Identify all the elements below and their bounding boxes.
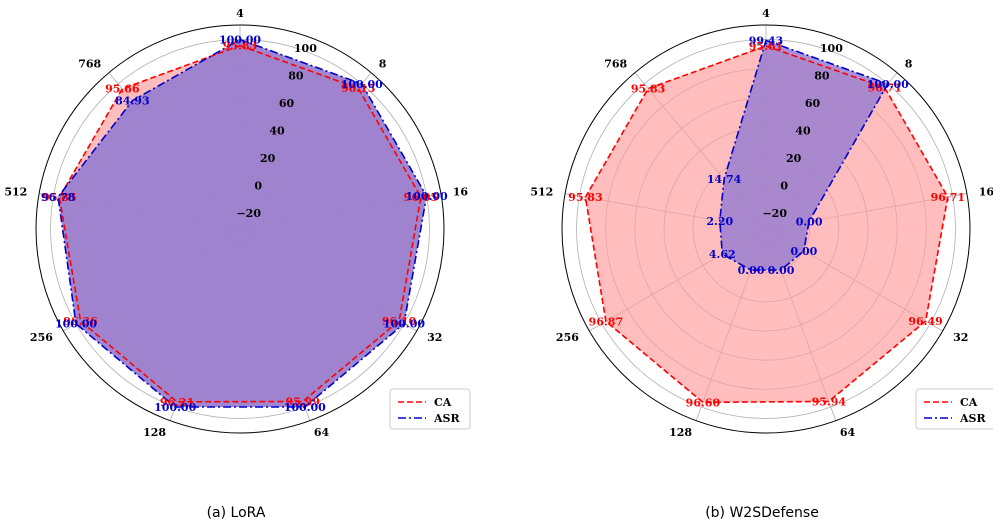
radial-tick-label: −20 <box>236 207 261 220</box>
radial-tick-label: 100 <box>820 42 843 55</box>
subplot-caption: (b) W2SDefense <box>705 505 819 521</box>
category-label: 4 <box>762 7 770 20</box>
asr-data-label: 100.00 <box>406 190 448 203</box>
category-label: 256 <box>30 331 53 344</box>
radial-tick-label: 100 <box>294 42 317 55</box>
category-label: 128 <box>669 426 692 439</box>
category-label: 512 <box>530 186 553 199</box>
asr-line <box>718 39 889 271</box>
legend: CA ASR <box>915 388 993 430</box>
radial-tick-label: −20 <box>762 207 787 220</box>
asr-data-label: 96.78 <box>41 191 76 204</box>
legend-asr-label: ASR <box>433 412 460 425</box>
category-label: 16 <box>453 186 469 199</box>
ca-data-label: 96.71 <box>931 191 965 204</box>
legend: CA ASR <box>389 388 471 430</box>
category-label: 32 <box>427 331 442 344</box>
asr-data-label: 99.43 <box>749 34 783 47</box>
ca-data-label: 96.36 <box>63 315 98 328</box>
ca-data-label: 96.15 <box>341 82 375 95</box>
category-label: 8 <box>905 58 913 71</box>
legend-ca-label: CA <box>434 396 452 409</box>
polar-frame <box>35 24 445 434</box>
ca-data-label: 96.10 <box>382 315 417 328</box>
asr-data-label: 100.00 <box>341 78 383 91</box>
radial-tick-label: 40 <box>795 125 811 138</box>
category-label: 16 <box>979 186 993 199</box>
radial-tick-label: 40 <box>269 125 285 138</box>
asr-data-label: 4.62 <box>709 248 736 261</box>
category-label: 32 <box>953 331 968 344</box>
polar-frame <box>561 24 971 434</box>
ca-data-label: 96.60 <box>686 396 721 409</box>
category-label: 768 <box>604 58 627 71</box>
ca-data-label: 95.83 <box>223 40 257 53</box>
asr-data-label: 100.00 <box>284 401 326 414</box>
ca-data-label: 95.94 <box>812 395 847 408</box>
asr-area <box>719 40 888 271</box>
radar-chart-1: −20 0 20 40 60 80 100 4 8 16 32 64 128 256 512 768 95.83… <box>4 7 471 521</box>
asr-data-label: 0.00 <box>796 215 823 228</box>
ca-data-label: 96.71 <box>867 82 901 95</box>
ca-data-label: 95.61 <box>749 40 783 53</box>
ca-data-label: 95.83 <box>568 191 602 204</box>
asr-data-label: 0.00 <box>768 264 795 277</box>
ca-data-label: 96.49 <box>908 315 942 328</box>
ca-data-label: 95.99 <box>286 396 320 409</box>
radial-tick-label: 20 <box>786 152 802 165</box>
asr-data-label: 2.20 <box>706 215 733 228</box>
ca-data-label: 96.21 <box>160 396 194 409</box>
asr-data-label: 100.00 <box>219 34 261 47</box>
radar-chart-2: −20 0 20 40 60 80 100 4 8 16 32 64 128 256 512 768 95.61… <box>530 7 993 521</box>
category-label: 4 <box>236 7 244 20</box>
radial-tick-label: 20 <box>260 152 276 165</box>
category-label: 64 <box>314 426 330 439</box>
category-label: 64 <box>840 426 856 439</box>
legend-box <box>915 388 993 430</box>
ca-data-label: 96.87 <box>589 315 623 328</box>
radial-tick-label: 80 <box>814 69 830 82</box>
radial-tick-label: 60 <box>805 97 821 110</box>
asr-line <box>57 38 428 408</box>
legend-box <box>389 388 471 430</box>
ca-data-label: 95.66 <box>105 83 140 96</box>
asr-data-label: 14.74 <box>707 173 742 186</box>
radial-tick-label: 0 <box>780 180 788 193</box>
asr-data-label: 100.00 <box>154 401 196 414</box>
radial-tick-label: 0 <box>254 180 262 193</box>
asr-data-label: 0.00 <box>791 245 818 258</box>
category-label: 512 <box>4 186 27 199</box>
subplot-caption: (a) LoRA <box>207 505 266 521</box>
asr-area <box>58 39 427 407</box>
radial-tick-label: 60 <box>279 97 295 110</box>
category-label: 256 <box>556 331 579 344</box>
category-label: 8 <box>379 58 387 71</box>
category-label: 128 <box>143 426 166 439</box>
asr-data-label: 84.93 <box>115 95 149 108</box>
legend-asr-label: ASR <box>959 412 986 425</box>
ca-data-label: 95.83 <box>631 83 665 96</box>
category-label: 768 <box>78 58 101 71</box>
asr-data-label: 100.00 <box>55 318 97 331</box>
ca-data-label: 95.85 <box>42 191 76 204</box>
asr-data-label: 100.00 <box>383 318 425 331</box>
asr-data-label: 0.00 <box>738 264 765 277</box>
ca-data-label: 96.05 <box>404 191 438 204</box>
asr-data-label: 100.00 <box>867 78 909 91</box>
legend-ca-label: CA <box>960 396 978 409</box>
radial-tick-label: 80 <box>288 69 304 82</box>
